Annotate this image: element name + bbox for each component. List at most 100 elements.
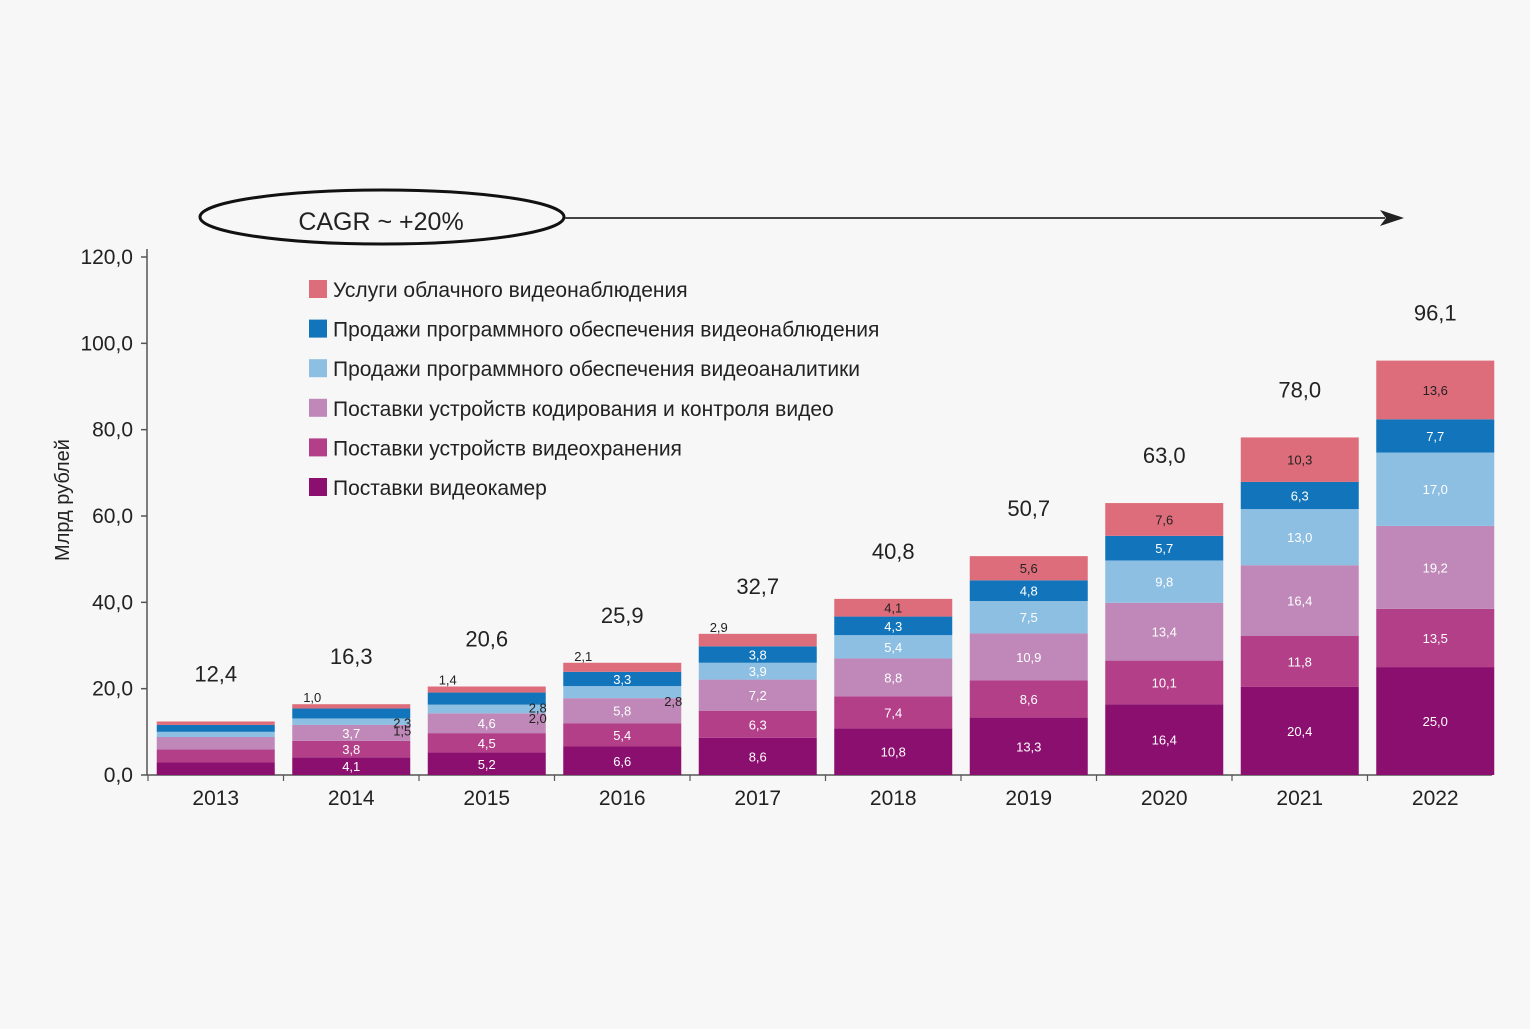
bar-segment: [1376, 360, 1495, 420]
segment-value-label: 13,3: [1016, 739, 1041, 754]
segment-value-label: 1,4: [439, 673, 457, 688]
segment-value-label: 2,1: [574, 649, 592, 664]
bar-segment: [1240, 437, 1359, 482]
y-axis-label: Млрд рублей: [52, 439, 74, 561]
legend-label: Продажи программного обеспечения видеона…: [333, 319, 879, 342]
segment-value-label: 6,6: [613, 754, 631, 769]
segment-value-label: 13,6: [1423, 383, 1448, 398]
bar-segment: [292, 708, 411, 719]
legend-label: Поставки видеокамер: [333, 477, 547, 500]
segment-value-label: 10,1: [1152, 675, 1177, 690]
bars: [156, 360, 1495, 775]
segment-value-label: 16,4: [1152, 733, 1177, 748]
axes: 0,0 20,0 40,0 60,0 80,0 100,0 120,0 2013 2014 201…: [80, 246, 1492, 810]
x-tick-label: 2015: [463, 787, 510, 810]
bar-segment: [292, 704, 411, 709]
bar-segment: [698, 679, 817, 711]
bar-total-label: 12,4: [194, 661, 237, 686]
bar-segment: [427, 752, 546, 775]
bar-segment: [427, 692, 546, 705]
legend-swatch: [309, 398, 327, 417]
legend: Услуги облачного видеонаблюдения Продажи …: [309, 279, 879, 500]
bar-total-label: 32,7: [736, 574, 779, 599]
segment-value-label: 4,8: [1020, 584, 1038, 599]
y-tick-label: 80,0: [92, 419, 133, 442]
bar-segment: [1240, 509, 1359, 566]
bar-segment: [969, 556, 1088, 581]
segment-value-label: 4,1: [884, 601, 902, 616]
segment-value-label: 20,4: [1287, 724, 1312, 739]
segment-value-label: 5,2: [478, 757, 496, 772]
cagr-annotation: CAGR ~ +20%: [198, 188, 1404, 246]
bar-total-label: 50,7: [1007, 496, 1050, 521]
bar-segment: [563, 671, 682, 687]
bar-segment: [834, 696, 953, 729]
segment-value-label: 8,6: [1020, 692, 1038, 707]
bar-segment: [427, 704, 546, 714]
legend-label: Продажи программного обеспечения видеоан…: [333, 358, 860, 381]
legend-swatch: [309, 478, 327, 496]
bar-segment: [1105, 660, 1224, 705]
segment-value-label: 3,8: [342, 742, 360, 757]
segment-value-label: 7,2: [749, 688, 767, 703]
bar-segment: [1376, 419, 1495, 453]
segment-value-label: 4,5: [478, 736, 496, 751]
x-tick-label: 2021: [1276, 787, 1323, 810]
bar-segment: [156, 749, 275, 763]
bar-segment: [1105, 503, 1224, 536]
bar-segment: [563, 746, 682, 775]
segment-value-label: 2,3: [393, 715, 411, 730]
bar-segment: [1105, 704, 1224, 775]
segment-value-label: 13,5: [1423, 631, 1448, 646]
bar-segment: [1105, 535, 1224, 561]
segment-value-label: 3,3: [613, 672, 631, 687]
cagr-arrow-head: [1380, 210, 1404, 226]
bar-segment: [969, 633, 1088, 681]
segment-value-label: 7,7: [1426, 429, 1444, 444]
segment-value-label: 1,0: [303, 690, 321, 705]
bar-segment: [156, 724, 275, 732]
bar-segment: [1376, 667, 1495, 775]
segment-value-label: 9,8: [1155, 575, 1173, 590]
segment-value-label: 3,9: [749, 664, 767, 679]
segment-value-label: 1,5: [393, 724, 411, 739]
y-tick-label: 60,0: [92, 505, 133, 528]
segment-value-label: 25,0: [1423, 714, 1448, 729]
bar-segment: [563, 723, 682, 747]
bar-segment: [969, 580, 1088, 602]
segment-value-label: 16,4: [1287, 594, 1312, 609]
segment-value-label: 6,3: [1291, 488, 1309, 503]
segment-value-label: 6,3: [749, 717, 767, 732]
segment-value-label: 5,4: [884, 640, 902, 655]
legend-label: Услуги облачного видеонаблюдения: [333, 279, 688, 302]
segment-value-label: 2,8: [529, 701, 547, 716]
bar-segment: [156, 762, 275, 775]
bar-segment: [563, 686, 682, 699]
y-tick-label: 0,0: [104, 764, 133, 787]
cagr-ellipse: [198, 188, 566, 246]
segment-value-label: 7,5: [1020, 610, 1038, 625]
bar-segment: [834, 598, 953, 617]
bar-segment: [292, 724, 411, 741]
segment-value-label: 13,0: [1287, 530, 1312, 545]
legend-label: Поставки устройств кодирования и контрол…: [333, 398, 834, 421]
segment-value-label: 10,8: [881, 745, 906, 760]
bar-segment: [698, 710, 817, 738]
bar-segment: [563, 662, 682, 672]
bar-segment: [698, 662, 817, 680]
segment-value-label: 13,4: [1152, 625, 1177, 640]
bar-segment: [1240, 686, 1359, 775]
bar-total-label: 40,8: [872, 539, 915, 564]
bar-segment: [834, 635, 953, 659]
bar-segment: [969, 601, 1088, 634]
segment-labels: 4,13,83,7 1,52,31,05,24,54,6 2,02,81,46,65…: [303, 383, 1448, 774]
y-tick-label: 100,0: [80, 332, 133, 355]
bar-segment: [156, 737, 275, 750]
bar-segment: [969, 717, 1088, 775]
legend-swatch: [309, 280, 327, 298]
bar-segment: [1376, 608, 1495, 668]
bar-segment: [1376, 452, 1495, 526]
bar-segment: [834, 728, 953, 775]
bar-segment: [292, 757, 411, 775]
